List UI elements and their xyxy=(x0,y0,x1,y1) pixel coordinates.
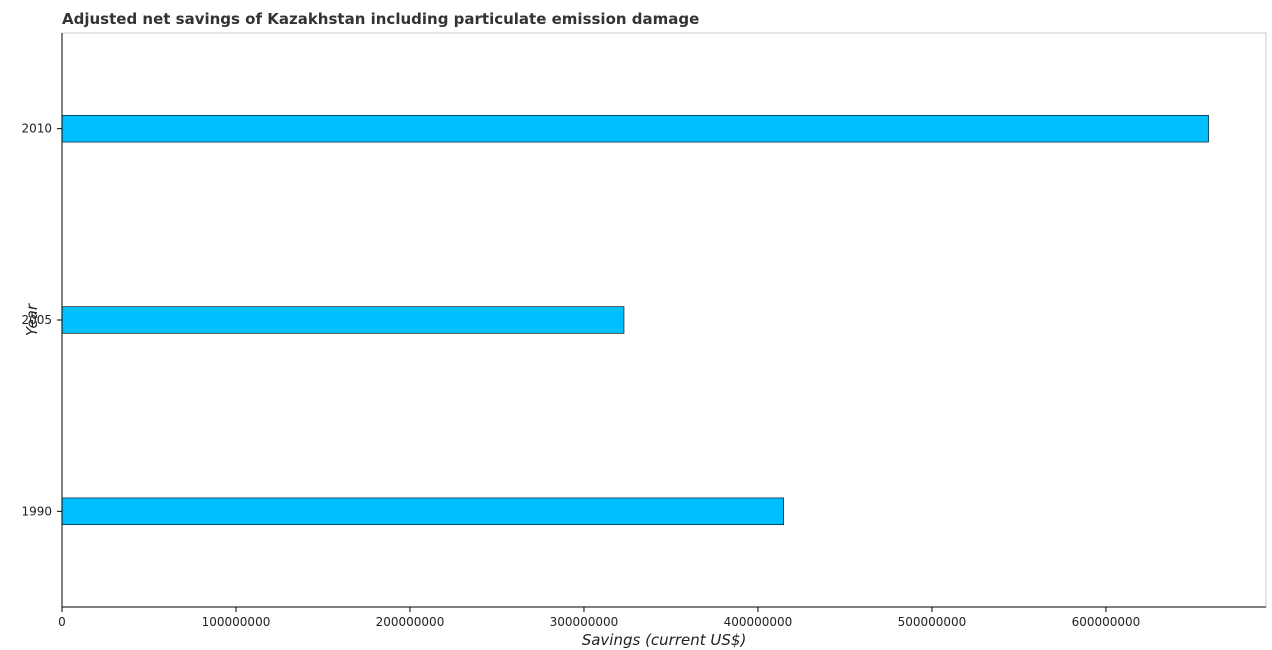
bar-2010 xyxy=(61,114,1209,143)
x-tick-label: 600000000 xyxy=(1072,615,1141,629)
x-axis: 0 100000000 200000000 300000000 400000000 500… xyxy=(58,606,1266,629)
y-tick-label: 1990 xyxy=(21,504,52,518)
y-axis-label: Year xyxy=(23,303,41,336)
bar-2005 xyxy=(61,306,625,334)
bar-1990 xyxy=(61,497,785,526)
x-axis-label: Savings (current US$) xyxy=(582,631,747,649)
x-tick-label: 0 xyxy=(58,615,66,629)
x-tick-label: 400000000 xyxy=(724,615,793,629)
x-tick-label: 200000000 xyxy=(376,615,445,629)
chart-title: Adjusted net savings of Kazakhstan inclu… xyxy=(62,10,699,28)
y-tick-label: 2010 xyxy=(21,122,52,136)
x-tick-label: 300000000 xyxy=(550,615,619,629)
y-tick-label: 2005 xyxy=(21,313,52,327)
y-axis: 1990 2005 2010 xyxy=(21,33,63,607)
bars xyxy=(61,114,1209,526)
x-tick-label: 500000000 xyxy=(898,615,967,629)
x-tick-label: 100000000 xyxy=(202,615,271,629)
